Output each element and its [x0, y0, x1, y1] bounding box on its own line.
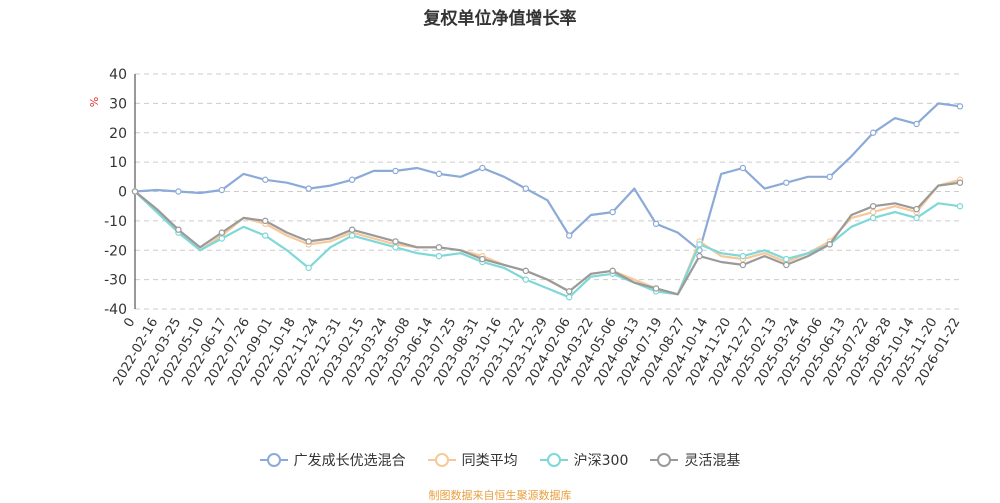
data-point[interactable] — [826, 241, 833, 248]
data-point[interactable] — [348, 232, 356, 239]
data-point[interactable] — [522, 185, 529, 192]
legend-item-1[interactable]: 同类平均 — [427, 450, 518, 470]
data-point[interactable] — [869, 129, 877, 136]
data-point[interactable] — [869, 202, 877, 210]
data-point[interactable] — [826, 173, 833, 181]
data-point[interactable] — [869, 208, 877, 216]
series-line[interactable] — [134, 181, 961, 296]
series-line[interactable] — [134, 102, 961, 252]
data-point[interactable] — [566, 294, 573, 301]
series-2[interactable] — [131, 188, 964, 301]
data-point[interactable] — [956, 103, 964, 110]
legend-marker-icon — [539, 453, 568, 467]
data-point[interactable] — [392, 244, 399, 251]
legend-item-0[interactable]: 广发成长优选混合 — [259, 450, 406, 470]
y-tick-label: 40 — [109, 67, 127, 83]
data-point[interactable] — [392, 238, 399, 245]
data-point[interactable] — [783, 255, 790, 263]
y-tick-label: -10 — [104, 214, 127, 230]
data-point[interactable] — [913, 120, 920, 128]
legend-label: 沪深300 — [573, 453, 629, 469]
data-point[interactable] — [435, 170, 443, 178]
legend-marker-icon — [650, 453, 679, 467]
series-0[interactable] — [131, 102, 964, 254]
x-tick-label: 0 — [121, 316, 138, 331]
series-3[interactable] — [131, 179, 964, 296]
series-1[interactable] — [131, 176, 964, 296]
data-point[interactable] — [262, 176, 269, 183]
data-point[interactable] — [175, 188, 182, 195]
data-point[interactable] — [305, 264, 312, 272]
series-line[interactable] — [134, 190, 961, 299]
data-point[interactable] — [696, 252, 703, 260]
data-point[interactable] — [175, 226, 182, 233]
data-point[interactable] — [566, 232, 573, 239]
legend-item-3[interactable]: 灵活混基 — [650, 450, 740, 470]
y-tick-label: 0 — [118, 185, 127, 201]
data-point[interactable] — [566, 288, 573, 295]
data-point[interactable] — [609, 208, 616, 216]
data-point[interactable] — [783, 261, 790, 269]
source-note: 制图数据来自恒生聚源数据库 — [428, 489, 572, 502]
legend-marker-icon — [427, 453, 456, 467]
data-point[interactable] — [609, 267, 616, 275]
data-point[interactable] — [218, 235, 226, 242]
data-point[interactable] — [739, 261, 747, 269]
y-tick-label: 10 — [109, 155, 127, 171]
y-tick-label: 30 — [109, 96, 127, 112]
data-point[interactable] — [305, 185, 312, 192]
data-point[interactable] — [218, 186, 226, 194]
y-tick-label: -40 — [104, 302, 127, 318]
data-point[interactable] — [479, 164, 486, 172]
data-point[interactable] — [913, 214, 920, 222]
data-point[interactable] — [783, 179, 790, 186]
chart-title: 复权单位净值增长率 — [423, 9, 577, 29]
grid-lines — [135, 73, 960, 310]
data-point[interactable] — [262, 232, 269, 239]
legend: 广发成长优选混合 同类平均 沪深300 灵活混基 — [0, 450, 1000, 470]
data-point[interactable] — [435, 252, 443, 260]
data-point[interactable] — [131, 188, 139, 195]
data-point[interactable] — [305, 238, 312, 245]
data-point[interactable] — [652, 220, 660, 228]
data-point[interactable] — [522, 276, 529, 283]
data-point[interactable] — [522, 267, 529, 275]
legend-marker-icon — [259, 453, 288, 467]
legend-item-2[interactable]: 沪深300 — [539, 450, 629, 470]
data-point[interactable] — [348, 176, 356, 183]
data-point[interactable] — [392, 167, 399, 175]
data-point[interactable] — [696, 241, 703, 248]
data-point[interactable] — [435, 244, 443, 251]
data-point[interactable] — [479, 255, 486, 263]
y-tick-label: -30 — [104, 273, 127, 289]
data-point[interactable] — [739, 252, 747, 260]
data-point[interactable] — [652, 285, 660, 292]
legend-label: 灵活混基 — [684, 453, 741, 469]
data-point[interactable] — [348, 226, 356, 233]
legend-label: 广发成长优选混合 — [293, 453, 406, 469]
series-lines[interactable] — [131, 102, 964, 301]
data-point[interactable] — [956, 179, 964, 186]
data-point[interactable] — [913, 205, 920, 213]
legend-label: 同类平均 — [461, 453, 518, 469]
data-point[interactable] — [956, 202, 964, 210]
data-point[interactable] — [869, 214, 877, 222]
data-point[interactable] — [739, 164, 747, 172]
data-point[interactable] — [262, 217, 269, 225]
y-tick-label: -20 — [104, 243, 127, 259]
y-tick-label: 20 — [109, 126, 127, 142]
y-axis-label: % — [88, 97, 101, 107]
data-point[interactable] — [218, 229, 226, 236]
